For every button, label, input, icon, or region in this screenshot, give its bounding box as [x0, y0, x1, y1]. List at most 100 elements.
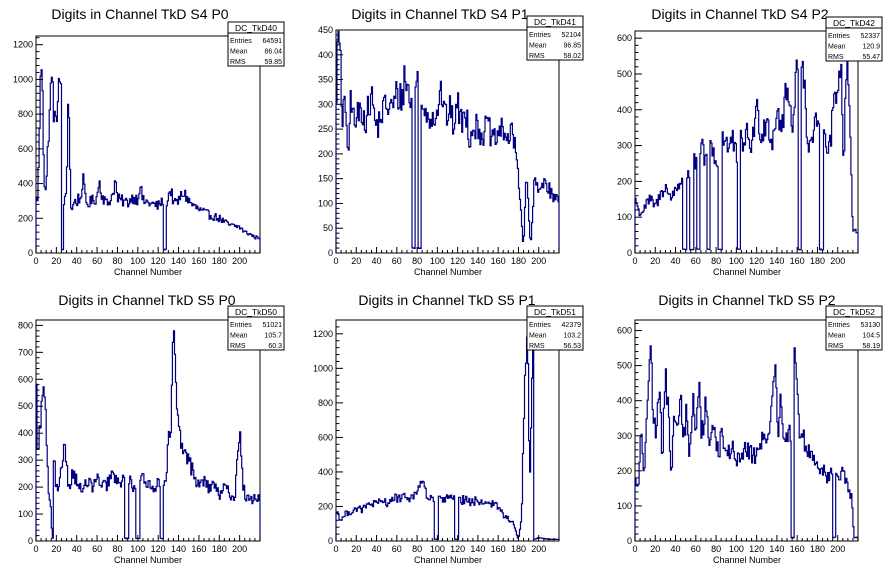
stats-key: RMS	[828, 343, 844, 350]
x-tick-label: 40	[72, 256, 82, 266]
x-tick-label: 60	[392, 544, 402, 554]
x-tick-label: 180	[212, 544, 227, 554]
stats-key: RMS	[828, 54, 844, 61]
x-tick-label: 200	[232, 256, 247, 266]
x-tick-label: 160	[191, 256, 206, 266]
x-axis-label: Channel Number	[114, 267, 182, 277]
stats-name: DC_TkD42	[833, 18, 875, 28]
y-tick-label: 400	[617, 396, 632, 406]
y-tick-label: 400	[318, 467, 333, 477]
x-tick-label: 180	[810, 544, 825, 554]
y-tick-label: 500	[617, 361, 632, 371]
stats-key: Mean	[529, 43, 547, 50]
histogram-series-line	[634, 37, 859, 253]
stats-value: 64591	[263, 38, 283, 45]
x-tick-label: 80	[711, 544, 721, 554]
x-tick-label: 20	[650, 544, 660, 554]
y-tick-label: 100	[617, 501, 632, 511]
x-tick-label: 180	[212, 256, 227, 266]
stats-value: 105.7	[264, 333, 282, 340]
y-tick-label: 0	[328, 536, 333, 546]
stats-key: Mean	[230, 49, 248, 56]
stats-box	[227, 21, 285, 67]
stats-key: Entries	[828, 33, 850, 40]
x-tick-label: 20	[650, 256, 660, 266]
x-tick-label: 140	[470, 256, 485, 266]
y-tick-label: 200	[18, 482, 33, 492]
stats-name: DC_TkD40	[235, 23, 277, 33]
y-tick-label: 0	[28, 248, 33, 258]
stats-value: 104.5	[862, 333, 880, 340]
stats-key: RMS	[230, 59, 246, 66]
chart-title: Digits in Channel TkD S5 P1	[358, 292, 535, 308]
chart-title: Digits in Channel TkD S5 P2	[658, 292, 835, 308]
x-tick-label: 0	[33, 256, 38, 266]
x-tick-label: 180	[511, 256, 526, 266]
stats-key: RMS	[529, 343, 545, 350]
x-tick-label: 80	[112, 256, 122, 266]
x-tick-label: 200	[830, 544, 845, 554]
x-tick-label: 40	[372, 256, 382, 266]
y-tick-label: 50	[323, 223, 333, 233]
histogram-panel-3: Digits in Channel TkD S5 P0 0 20 40 60 80 100 1…	[18, 292, 285, 565]
x-tick-label: 60	[691, 544, 701, 554]
x-axis-label: Channel Number	[114, 555, 182, 565]
x-tick-label: 0	[333, 544, 338, 554]
y-tick-label: 800	[18, 109, 33, 119]
y-tick-label: 250	[318, 124, 333, 134]
x-axis-label: Channel Number	[414, 555, 482, 565]
chart-title: Digits in Channel TkD S4 P2	[651, 6, 828, 22]
y-tick-label: 800	[18, 320, 33, 330]
x-tick-label: 0	[333, 256, 338, 266]
x-tick-label: 20	[351, 256, 361, 266]
x-tick-label: 40	[372, 544, 382, 554]
y-tick-label: 200	[617, 176, 632, 186]
stats-value: 58.02	[563, 53, 581, 60]
x-tick-label: 140	[470, 544, 485, 554]
plot-frame	[634, 30, 859, 254]
stats-key: Mean	[828, 44, 846, 51]
x-tick-label: 160	[491, 256, 506, 266]
x-axis-label: Channel Number	[414, 267, 482, 277]
y-tick-label: 0	[328, 248, 333, 258]
x-tick-label: 20	[51, 256, 61, 266]
x-tick-label: 40	[671, 256, 681, 266]
y-tick-label: 1200	[313, 329, 333, 339]
x-tick-label: 140	[769, 256, 784, 266]
y-tick-label: 400	[318, 50, 333, 60]
stats-box	[526, 305, 584, 351]
x-tick-label: 80	[711, 256, 721, 266]
x-tick-label: 180	[810, 256, 825, 266]
y-tick-label: 1200	[13, 40, 33, 50]
chart-title: Digits in Channel TkD S4 P1	[351, 6, 528, 22]
stats-value: 52337	[861, 33, 881, 40]
histogram-series-line	[335, 30, 560, 253]
x-tick-label: 40	[72, 544, 82, 554]
stats-box	[227, 305, 285, 351]
y-tick-label: 600	[18, 374, 33, 384]
y-tick-label: 0	[627, 536, 632, 546]
y-tick-label: 500	[617, 69, 632, 79]
y-tick-label: 300	[617, 431, 632, 441]
x-tick-label: 180	[511, 544, 526, 554]
stats-key: Mean	[230, 333, 248, 340]
x-tick-label: 100	[729, 256, 744, 266]
histogram-panel-5: Digits in Channel TkD S5 P2 0 20 40 60 80 100 1…	[617, 292, 883, 565]
stats-name: DC_TkD50	[235, 307, 277, 317]
y-tick-label: 200	[617, 466, 632, 476]
x-tick-label: 120	[749, 256, 764, 266]
chart-title: Digits in Channel TkD S5 P0	[58, 292, 235, 308]
x-tick-label: 160	[790, 256, 805, 266]
x-tick-label: 120	[151, 256, 166, 266]
y-tick-label: 300	[617, 141, 632, 151]
histogram-series-line	[634, 345, 859, 541]
x-tick-label: 60	[92, 544, 102, 554]
x-tick-label: 100	[130, 256, 145, 266]
x-tick-label: 120	[450, 256, 465, 266]
x-tick-label: 140	[171, 256, 186, 266]
x-tick-label: 160	[790, 544, 805, 554]
y-tick-label: 600	[617, 33, 632, 43]
y-tick-label: 1000	[13, 74, 33, 84]
stats-box	[526, 15, 584, 61]
